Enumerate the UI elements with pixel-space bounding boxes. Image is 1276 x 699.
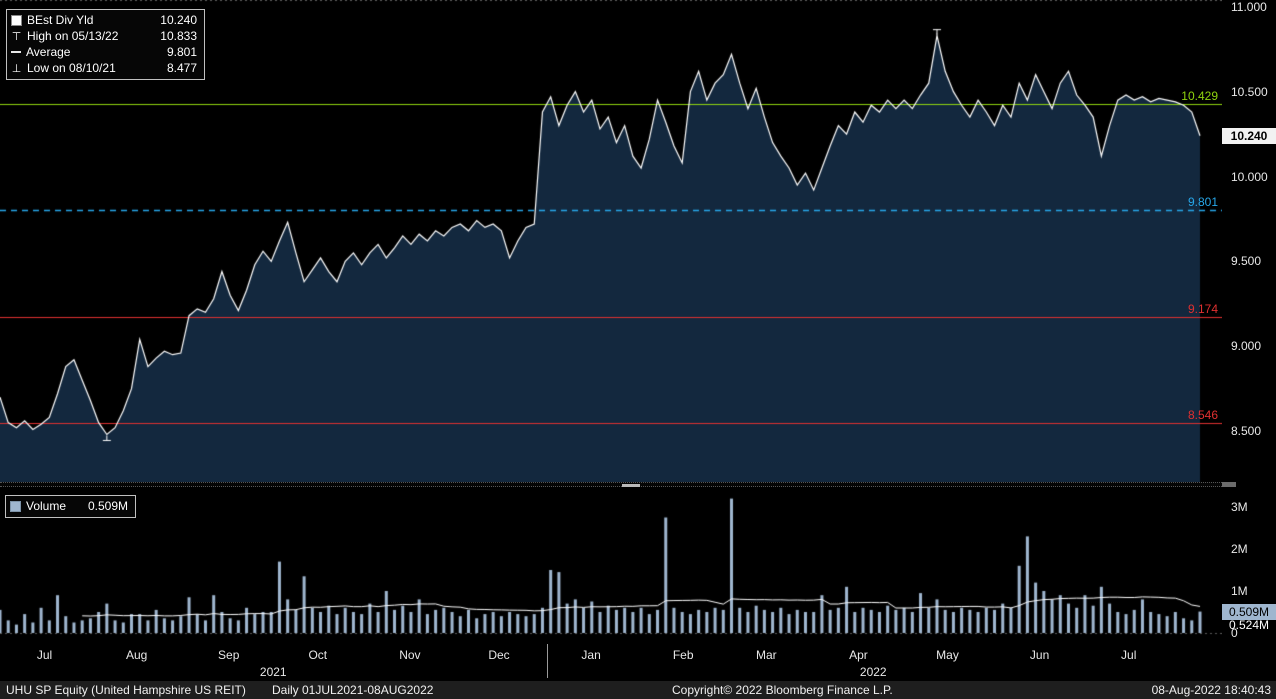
legend-row-low: ⊥ Low on 08/10/21 8.477 [11,60,197,76]
price-axis[interactable]: 11.000 10.500 10.000 9.500 9.000 8.500 10.240 [1222,0,1276,482]
volume-tick-label: 2M [1231,542,1248,556]
month-label: Feb [672,648,694,662]
price-tick-label: 10.000 [1231,169,1268,184]
month-label: Jan [581,648,601,662]
legend-average-value: 9.801 [166,45,197,59]
month-label: Jun [1029,648,1050,662]
month-label: Nov [399,648,421,662]
status-copyright: Copyright© 2022 Bloomberg Finance L.P. [672,683,893,697]
price-tick-label: 10.500 [1231,84,1268,99]
volume-average-label: 0.524M [1228,617,1270,632]
legend-average-label: Average [26,45,71,59]
volume-legend[interactable]: Volume 0.509M [5,495,136,518]
legend-volume-value: 0.509M [87,499,128,513]
status-timestamp: 08-Aug-2022 18:40:43 [1151,683,1271,697]
level-line-label: 10.429 [1181,88,1218,103]
month-label: Jul [1121,648,1137,662]
last-price-badge: 10.240 [1222,127,1276,144]
year-label-2021: 2021 [259,665,287,679]
volume-swatch-icon [10,500,21,512]
month-label: Jul [36,648,53,662]
legend-low-label: Low on 08/10/21 [27,61,116,75]
legend-series-value: 10.240 [160,13,197,27]
time-axis[interactable]: Jul Aug Sep Oct Nov Dec Jan Feb Mar Apr May Jun Jul … [0,642,1222,680]
month-label: Mar [755,648,777,662]
panel-divider[interactable] [0,482,1222,487]
volume-tick-label: 0 [1231,626,1238,640]
low-marker-icon: ⊥ [11,61,22,75]
legend-row-high: ⊤ High on 05/13/22 10.833 [11,28,197,44]
price-tick-label: 9.000 [1231,339,1262,354]
legend-low-value: 8.477 [166,61,197,75]
legend-row-series: BEst Div Yld 10.240 [11,12,197,28]
legend-high-label: High on 05/13/22 [27,29,119,43]
level-line-label: 9.801 [1187,195,1218,210]
volume-chart-canvas[interactable] [0,487,1222,642]
volume-tick-label: 3M [1231,500,1248,514]
year-separator [546,644,548,678]
legend-row-average: Average 9.801 [11,44,197,60]
level-line-label: 8.546 [1187,408,1218,423]
legend-volume-label: Volume [26,499,67,513]
price-tick-label: 9.500 [1231,254,1262,269]
volume-last-badge: 0.509M [1222,603,1276,620]
series-swatch-icon [11,14,22,26]
month-label: Apr [849,648,868,662]
month-label: Dec [488,648,510,662]
level-line-label: 9.174 [1187,301,1218,316]
legend-row-volume: Volume 0.509M [10,498,128,514]
panel-resize-handle-icon[interactable] [622,484,640,487]
axis-divider-block [1222,482,1236,487]
volume-tick-label: 1M [1231,584,1248,598]
status-security: UHU SP Equity (United Hampshire US REIT) [6,683,246,697]
price-tick-label: 11.000 [1231,0,1267,14]
month-label: Sep [218,648,240,662]
legend-series-label: BEst Div Yld [27,13,94,27]
price-tick-label: 8.500 [1231,424,1262,439]
status-period: Daily 01JUL2021-08AUG2022 [272,683,434,697]
price-chart-canvas[interactable] [0,0,1222,482]
month-label: Aug [125,648,148,662]
average-marker-icon [11,51,21,53]
legend-high-value: 10.833 [160,29,197,43]
status-bar: UHU SP Equity (United Hampshire US REIT)… [0,681,1276,699]
high-marker-icon: ⊤ [11,29,22,43]
year-label-2022: 2022 [859,665,887,679]
month-label: Oct [308,648,328,662]
price-legend[interactable]: BEst Div Yld 10.240 ⊤ High on 05/13/22 1… [6,9,205,80]
month-label: May [936,648,959,662]
volume-axis[interactable]: 3M 2M 1M 0 0.509M 0.524M [1222,487,1276,642]
